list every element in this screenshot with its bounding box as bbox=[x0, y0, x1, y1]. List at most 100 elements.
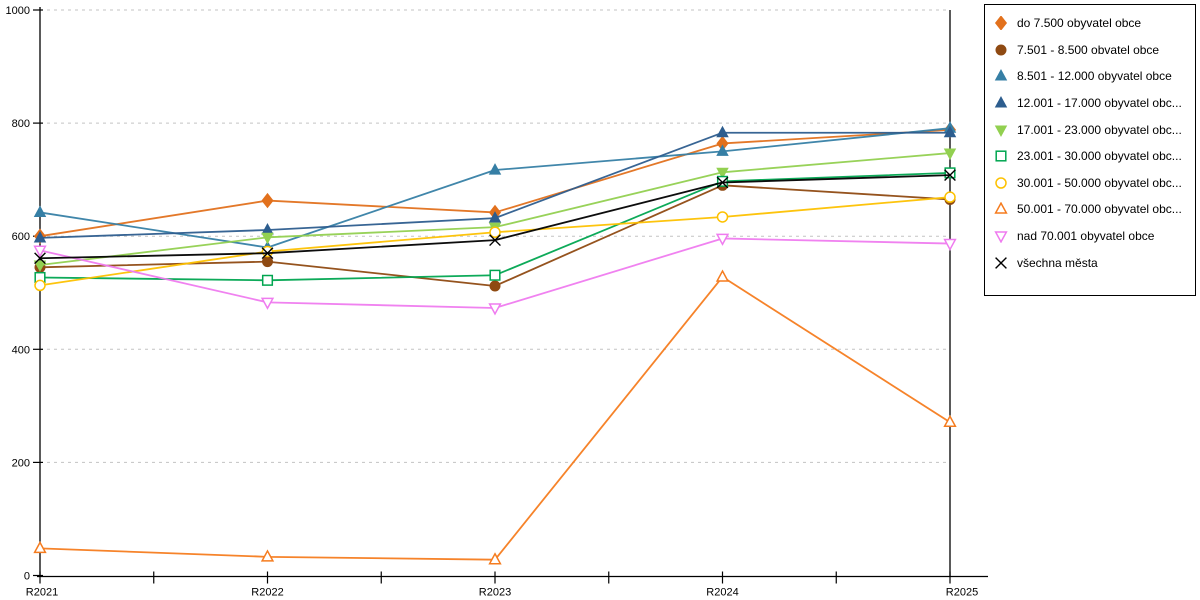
circle-marker bbox=[261, 245, 274, 258]
series-9 bbox=[34, 169, 956, 265]
triangle-down-marker bbox=[994, 231, 1008, 244]
circle-marker bbox=[716, 211, 729, 223]
square-icon bbox=[995, 150, 1007, 162]
y-tick-label: 1000 bbox=[6, 5, 30, 17]
triangle-down-icon bbox=[994, 125, 1008, 137]
triangle-down-marker bbox=[716, 167, 729, 180]
circle-icon bbox=[995, 44, 1007, 56]
series-line bbox=[39, 276, 951, 561]
triangle-up-icon bbox=[994, 96, 1008, 108]
legend-item: všechna města bbox=[985, 249, 1195, 276]
triangle-down-marker bbox=[33, 260, 47, 272]
y-tick-label: 400 bbox=[12, 344, 30, 356]
series-8 bbox=[33, 233, 957, 316]
triangle-up-marker bbox=[994, 96, 1008, 108]
square-marker bbox=[716, 175, 729, 187]
triangle-down-marker bbox=[261, 232, 274, 245]
triangle-up-marker bbox=[943, 414, 957, 428]
x-icon bbox=[995, 256, 1007, 269]
chart-legend: do 7.500 obyvatel obce 7.501 - 8.500 obv… bbox=[984, 4, 1196, 296]
triangle-up-marker bbox=[33, 205, 47, 217]
circle-marker bbox=[489, 226, 501, 238]
triangle-down-icon bbox=[994, 231, 1008, 244]
triangle-down-marker bbox=[994, 125, 1008, 137]
triangle-up-marker bbox=[488, 163, 502, 175]
triangle-up-marker bbox=[33, 540, 47, 554]
legend-item: 17.001 - 23.000 obyvatel obc... bbox=[985, 116, 1195, 143]
legend-item-label: 30.001 - 50.000 obyvatel obc... bbox=[1017, 175, 1182, 190]
x-tick-label: R2024 bbox=[706, 587, 738, 599]
triangle-down-marker bbox=[260, 297, 275, 310]
x-tick-label: R2021 bbox=[26, 587, 58, 599]
legend-item: do 7.500 obyvatel obce bbox=[985, 10, 1195, 37]
x-marker bbox=[995, 256, 1007, 269]
square-marker bbox=[489, 269, 501, 281]
triangle-down-marker bbox=[715, 233, 730, 246]
square-marker bbox=[995, 150, 1007, 162]
series-7 bbox=[33, 269, 957, 565]
legend-item: 8.501 - 12.000 obyvatel obce bbox=[985, 63, 1195, 90]
legend-item: 30.001 - 50.000 obyvatel obc... bbox=[985, 170, 1195, 197]
circle-marker bbox=[262, 256, 273, 268]
y-tick-label: 0 bbox=[24, 571, 30, 583]
y-tick-label: 600 bbox=[12, 231, 30, 243]
circle-marker bbox=[995, 177, 1007, 189]
x-marker bbox=[944, 169, 956, 182]
axes: 0 200 400 600 800 1000 R2021 R2022 R2023 R2024 R20… bbox=[6, 5, 988, 599]
legend-item-label: 8.501 - 12.000 obyvatel obce bbox=[1017, 69, 1172, 84]
triangle-up-marker bbox=[716, 144, 729, 156]
legend-item: nad 70.001 obyvatel obce bbox=[985, 223, 1195, 250]
circle-marker bbox=[995, 44, 1007, 56]
series-5 bbox=[34, 167, 956, 286]
legend-item-label: 7.501 - 8.500 obvatel obce bbox=[1017, 42, 1160, 57]
x-tick-label: R2022 bbox=[251, 587, 283, 599]
diamond-marker bbox=[261, 192, 274, 209]
triangle-up-marker bbox=[260, 549, 275, 562]
triangle-up-icon bbox=[994, 202, 1008, 215]
triangle-up-icon bbox=[994, 69, 1008, 82]
triangle-up-marker bbox=[994, 202, 1008, 215]
triangle-up-marker bbox=[488, 211, 502, 223]
x-marker bbox=[716, 176, 729, 189]
legend-item-label: 12.001 - 17.000 obyvatel obc... bbox=[1017, 96, 1182, 111]
square-marker bbox=[944, 167, 956, 179]
x-marker bbox=[489, 234, 501, 247]
triangle-up-marker bbox=[33, 230, 47, 243]
circle-marker bbox=[34, 279, 46, 292]
series-3 bbox=[33, 125, 957, 243]
diamond-marker bbox=[994, 16, 1008, 31]
legend-item-label: 23.001 - 30.000 obyvatel obc... bbox=[1017, 149, 1182, 164]
legend-item-label: všechna města bbox=[1017, 255, 1098, 270]
circle-marker bbox=[489, 280, 501, 292]
legend-item: 12.001 - 17.000 obyvatel obc... bbox=[985, 90, 1195, 117]
y-tick-label: 800 bbox=[12, 118, 30, 130]
x-marker bbox=[34, 252, 46, 265]
x-marker bbox=[261, 247, 274, 260]
x-tick-label: R2023 bbox=[479, 587, 511, 599]
triangle-down-marker bbox=[33, 245, 47, 258]
legend-item: 23.001 - 30.000 obyvatel obc... bbox=[985, 143, 1195, 170]
series-6 bbox=[34, 191, 956, 292]
x-tick-label: R2025 bbox=[946, 587, 978, 599]
triangle-up-marker bbox=[943, 125, 957, 138]
triangle-down-marker bbox=[488, 303, 502, 316]
legend-item-label: 17.001 - 23.000 obyvatel obc... bbox=[1017, 122, 1182, 137]
triangle-down-marker bbox=[943, 148, 957, 161]
legend-item-label: 50.001 - 70.000 obyvatel obc... bbox=[1017, 202, 1182, 217]
legend-item: 50.001 - 70.000 obyvatel obc... bbox=[985, 196, 1195, 223]
legend-item-label: nad 70.001 obyvatel obce bbox=[1017, 229, 1155, 244]
square-marker bbox=[261, 274, 274, 286]
diamond-icon bbox=[994, 16, 1008, 31]
triangle-up-marker bbox=[716, 125, 729, 138]
triangle-up-marker bbox=[994, 69, 1008, 82]
triangle-up-marker bbox=[488, 552, 502, 565]
legend-item: 7.501 - 8.500 obvatel obce bbox=[985, 37, 1195, 64]
circle-icon bbox=[995, 177, 1007, 189]
legend-item-label: do 7.500 obyvatel obce bbox=[1017, 16, 1142, 31]
triangle-up-marker bbox=[715, 269, 730, 282]
circle-marker bbox=[944, 191, 956, 203]
triangle-down-marker bbox=[943, 238, 957, 252]
y-tick-label: 200 bbox=[12, 457, 30, 469]
